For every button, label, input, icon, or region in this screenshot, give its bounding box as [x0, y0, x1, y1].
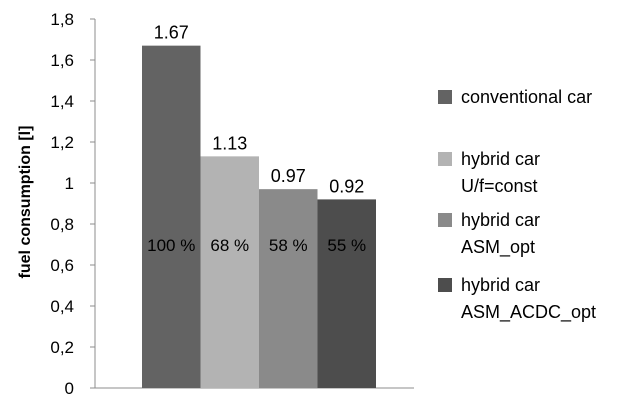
bar: [259, 189, 318, 388]
legend-label: conventional car: [461, 87, 592, 107]
y-axis-label: fuel consumption [l]: [17, 126, 34, 279]
legend-label: hybrid car: [461, 275, 540, 295]
bar: [200, 156, 259, 388]
data-label: 0.92: [329, 176, 364, 196]
legend-label: hybrid car: [461, 149, 540, 169]
legend-label: hybrid car: [461, 210, 540, 230]
legend-swatch: [438, 213, 452, 227]
data-label: 0.97: [271, 166, 306, 186]
percent-label: 68 %: [210, 236, 249, 255]
legend-swatch: [438, 278, 452, 292]
percent-label: 58 %: [269, 236, 308, 255]
y-tick-label: 1,2: [50, 133, 74, 152]
percent-label: 100 %: [147, 236, 195, 255]
legend-label: U/f=const: [461, 176, 538, 196]
bars: 1.67 100 % 1.13 68 % 0.97 58 % 0.92 55 %: [142, 23, 376, 389]
bar: [317, 199, 376, 388]
legend-swatch: [438, 152, 452, 166]
y-tick-label: 0,8: [50, 215, 74, 234]
bar: [142, 45, 201, 389]
legend-swatch: [438, 90, 452, 104]
y-tick-label: 1,8: [50, 10, 74, 29]
y-tick-label: 0,2: [50, 338, 74, 357]
y-tick-label: 1,4: [50, 92, 74, 111]
y-tick-label: 0: [65, 379, 74, 398]
legend-label: ASM_ACDC_opt: [461, 302, 596, 323]
legend: conventional car hybrid car U/f=const hybri…: [438, 87, 596, 323]
y-axis: 0 0,2 0,4 0,6 0,8 1 1,2 1,4 1,6 1,8: [50, 10, 414, 398]
data-label: 1.67: [154, 23, 189, 43]
legend-label: ASM_opt: [461, 237, 535, 258]
y-tick-label: 0,4: [50, 297, 74, 316]
data-label: 1.13: [212, 133, 247, 153]
percent-label: 55 %: [327, 236, 366, 255]
y-tick-label: 1,6: [50, 51, 74, 70]
y-tick-label: 0,6: [50, 256, 74, 275]
y-tick-label: 1: [65, 174, 74, 193]
